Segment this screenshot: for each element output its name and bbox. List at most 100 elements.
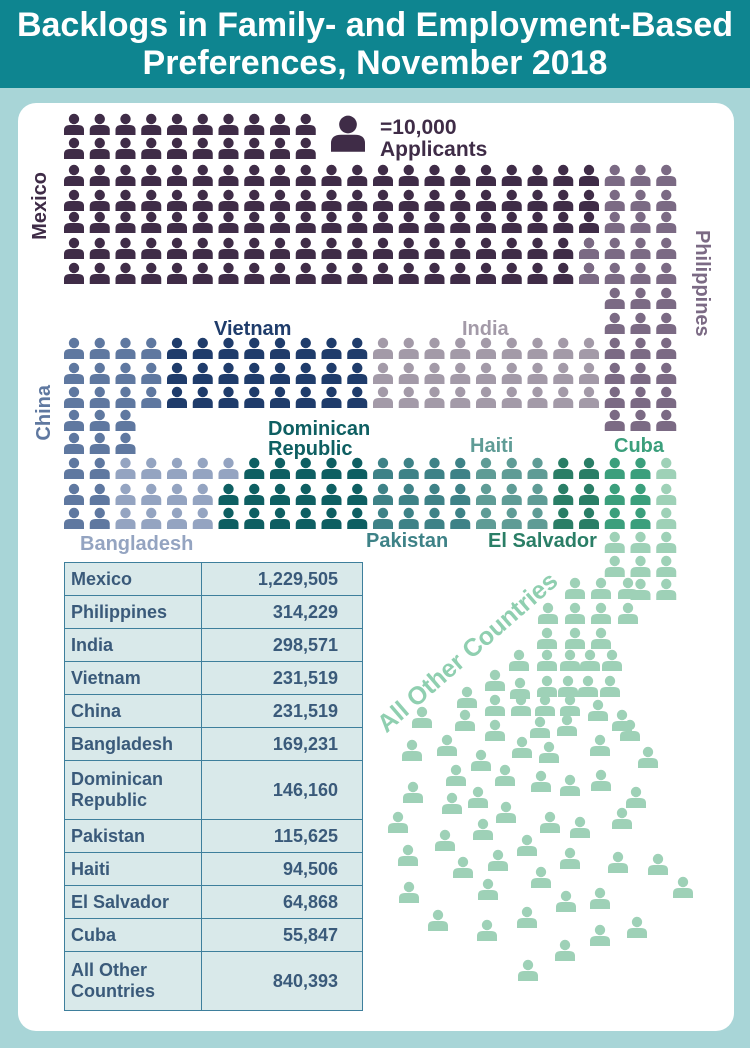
value-cell: 146,160 <box>201 760 363 820</box>
mexico-icon <box>373 189 393 211</box>
pakistan-icon <box>424 483 445 505</box>
mexico-icon <box>501 211 522 233</box>
all-other-icon <box>538 602 558 624</box>
mexico-icon <box>347 189 368 211</box>
haiti-icon <box>501 483 522 505</box>
country-cell: All Other Countries <box>63 951 203 1011</box>
pakistan-icon <box>450 483 471 505</box>
all-other-icon <box>531 770 551 792</box>
mexico-icon <box>295 211 316 233</box>
all-other-icon <box>511 694 531 716</box>
vietnam-icon <box>218 337 239 359</box>
china-icon <box>64 507 84 529</box>
philippines-icon <box>604 211 625 233</box>
china-icon <box>115 409 136 431</box>
mexico-icon <box>579 189 599 211</box>
all-other-icon <box>604 531 625 553</box>
mexico-icon <box>295 262 316 284</box>
all-other-icon <box>442 792 462 814</box>
label-china: China <box>33 385 55 441</box>
mexico-icon <box>373 164 393 186</box>
vietnam-icon <box>270 337 290 359</box>
label-el-salvador: El Salvador <box>488 530 597 552</box>
mexico-icon <box>398 164 419 186</box>
mexico-icon <box>89 211 110 233</box>
all-other-icon <box>457 686 477 708</box>
cuba-icon <box>604 507 625 529</box>
haiti-icon <box>501 457 522 479</box>
el-salvador-icon <box>579 483 599 505</box>
pakistan-icon <box>373 507 393 529</box>
philippines-icon <box>579 262 599 284</box>
mexico-icon <box>167 113 187 135</box>
all-other-icon <box>580 649 600 671</box>
mexico-icon <box>141 164 162 186</box>
mexico-icon <box>89 113 110 135</box>
mexico-icon <box>501 189 522 211</box>
philippines-icon <box>604 362 625 384</box>
dominican-republic-icon <box>295 507 316 529</box>
all-other-icon <box>565 602 585 624</box>
table-row: Vietnam 231,519 <box>63 661 363 695</box>
mexico-icon <box>64 113 84 135</box>
value-cell: 231,519 <box>201 661 363 695</box>
country-cell: Bangladesh <box>63 727 203 761</box>
vietnam-icon <box>321 362 342 384</box>
mexico-icon <box>218 211 239 233</box>
philippines-icon <box>656 211 677 233</box>
mexico-icon <box>527 164 548 186</box>
all-other-icon <box>620 719 640 741</box>
country-cell: Haiti <box>63 852 203 886</box>
mexico-icon <box>141 237 162 259</box>
china-icon <box>115 386 136 408</box>
country-cell: Philippines <box>63 595 203 629</box>
mexico-icon <box>450 164 471 186</box>
mexico-icon <box>398 237 419 259</box>
all-other-icon <box>656 507 677 529</box>
table-row: Mexico 1,229,505 <box>63 562 363 596</box>
india-icon <box>553 337 574 359</box>
mexico-icon <box>244 262 265 284</box>
china-icon <box>89 507 110 529</box>
all-other-icon <box>638 746 658 768</box>
india-icon <box>373 362 393 384</box>
bangladesh-icon <box>218 457 239 479</box>
el-salvador-icon <box>553 507 574 529</box>
mexico-icon <box>476 189 496 211</box>
mexico-icon <box>64 211 84 233</box>
india-icon <box>476 362 496 384</box>
all-other-icon <box>560 649 580 671</box>
vietnam-icon <box>167 386 187 408</box>
el-salvador-icon <box>579 507 599 529</box>
country-cell: Vietnam <box>63 661 203 695</box>
haiti-icon <box>476 457 496 479</box>
vietnam-icon <box>218 362 239 384</box>
cuba-icon <box>630 457 651 479</box>
vietnam-icon <box>321 386 342 408</box>
all-other-icon <box>565 627 585 649</box>
mexico-icon <box>218 164 239 186</box>
all-other-icon <box>537 675 557 697</box>
philippines-icon <box>630 237 651 259</box>
philippines-icon <box>656 386 677 408</box>
mexico-icon <box>244 164 265 186</box>
mexico-icon <box>167 189 187 211</box>
cuba-icon <box>604 483 625 505</box>
mexico-icon <box>192 262 213 284</box>
mexico-icon <box>579 164 599 186</box>
philippines-icon <box>604 386 625 408</box>
mexico-icon <box>398 189 419 211</box>
philippines-icon <box>656 312 677 334</box>
mexico-icon <box>553 262 574 284</box>
all-other-icon <box>388 811 408 833</box>
mexico-icon <box>64 262 84 284</box>
china-icon <box>89 432 110 454</box>
all-other-icon <box>435 829 455 851</box>
mexico-icon <box>115 237 136 259</box>
all-other-icon <box>485 669 505 691</box>
bangladesh-icon <box>192 457 213 479</box>
all-other-icon <box>518 959 538 981</box>
dominican-republic-icon <box>295 483 316 505</box>
label-mexico: Mexico <box>29 172 51 240</box>
mexico-icon <box>64 164 84 186</box>
